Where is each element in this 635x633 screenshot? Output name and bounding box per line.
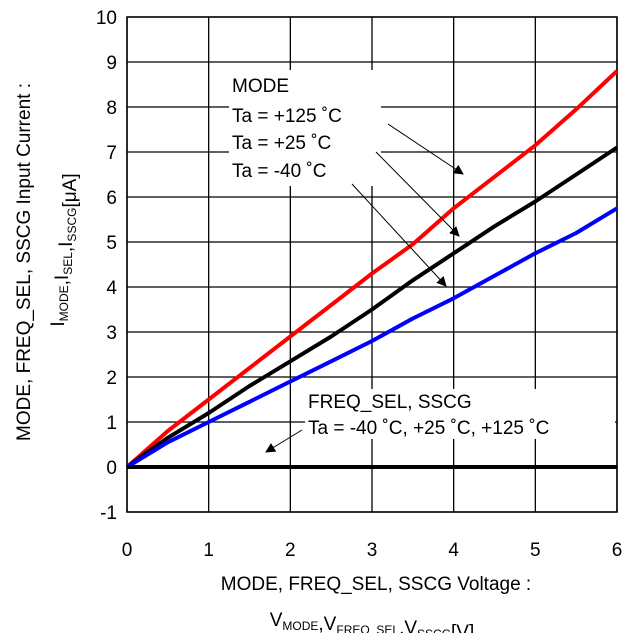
x-axis-label-symbols: VMODE,VFREQ_SEL,VSSCG[V] bbox=[270, 610, 475, 633]
y-tick-label: 4 bbox=[106, 278, 117, 299]
x-tick-label: 5 bbox=[530, 540, 541, 561]
series-line-mode_m40 bbox=[125, 206, 619, 469]
y-axis-label-symbols: IMODE,ISEL,ISSCG[μA] bbox=[48, 173, 81, 326]
arrow-m40 bbox=[351, 183, 447, 287]
freq-annotation: FREQ_SEL, SSCG Ta = -40 ˚C, +25 ˚C, +125… bbox=[265, 389, 615, 453]
y-axis-label: MODE, FREQ_SEL, SSCG Input Current : bbox=[14, 83, 35, 441]
arrow-25 bbox=[375, 151, 460, 237]
arrow-125 bbox=[387, 123, 464, 175]
x-tick-label: 0 bbox=[122, 540, 133, 561]
series-line-mode_125 bbox=[125, 69, 619, 469]
mode-annotation: MODE Ta = +125 ˚C Ta = +25 ˚C Ta = -40 ˚… bbox=[229, 70, 464, 287]
mode-annotation-bg bbox=[229, 70, 381, 186]
mode-annotation-line-m40: Ta = -40 ˚C bbox=[232, 161, 327, 182]
x-tick-label: 4 bbox=[448, 540, 459, 561]
y-tick-label: 10 bbox=[96, 8, 117, 29]
mode-annotation-title: MODE bbox=[232, 76, 289, 97]
mode-annotation-line-125: Ta = +125 ˚C bbox=[232, 106, 342, 127]
y-tick-label: 2 bbox=[106, 368, 117, 389]
y-tick-label: 9 bbox=[106, 53, 117, 74]
y-tick-label: 6 bbox=[106, 188, 117, 209]
y-tick-label: 8 bbox=[106, 98, 117, 119]
freq-annotation-line: Ta = -40 ˚C, +25 ˚C, +125 ˚C bbox=[308, 418, 549, 439]
plot-area-border bbox=[126, 16, 618, 513]
freq-annotation-title: FREQ_SEL, SSCG bbox=[308, 392, 472, 413]
y-tick-label: 1 bbox=[106, 413, 117, 434]
x-tick-label: 1 bbox=[203, 540, 214, 561]
x-tick-label: 2 bbox=[285, 540, 296, 561]
y-tick-label: -1 bbox=[100, 503, 117, 524]
series-line-mode_25 bbox=[125, 145, 619, 469]
x-tick-label: 3 bbox=[367, 540, 378, 561]
y-tick-label: 5 bbox=[106, 233, 117, 254]
y-tick-label: 3 bbox=[106, 323, 117, 344]
y-tick-labels: -1 0 1 2 3 4 5 6 7 8 9 10 bbox=[96, 8, 118, 524]
arrow-freq bbox=[265, 429, 303, 453]
x-axis-label: MODE, FREQ_SEL, SSCG Voltage : bbox=[221, 574, 531, 595]
y-tick-label: 0 bbox=[106, 458, 117, 479]
series-layer bbox=[125, 69, 619, 469]
mode-annotation-line-25: Ta = +25 ˚C bbox=[232, 133, 331, 154]
y-tick-label: 7 bbox=[106, 143, 117, 164]
x-tick-labels: 0 1 2 3 4 5 6 bbox=[122, 540, 623, 561]
plot-frame bbox=[126, 16, 618, 513]
freq-annotation-bg bbox=[305, 389, 615, 439]
x-tick-label: 6 bbox=[612, 540, 623, 561]
